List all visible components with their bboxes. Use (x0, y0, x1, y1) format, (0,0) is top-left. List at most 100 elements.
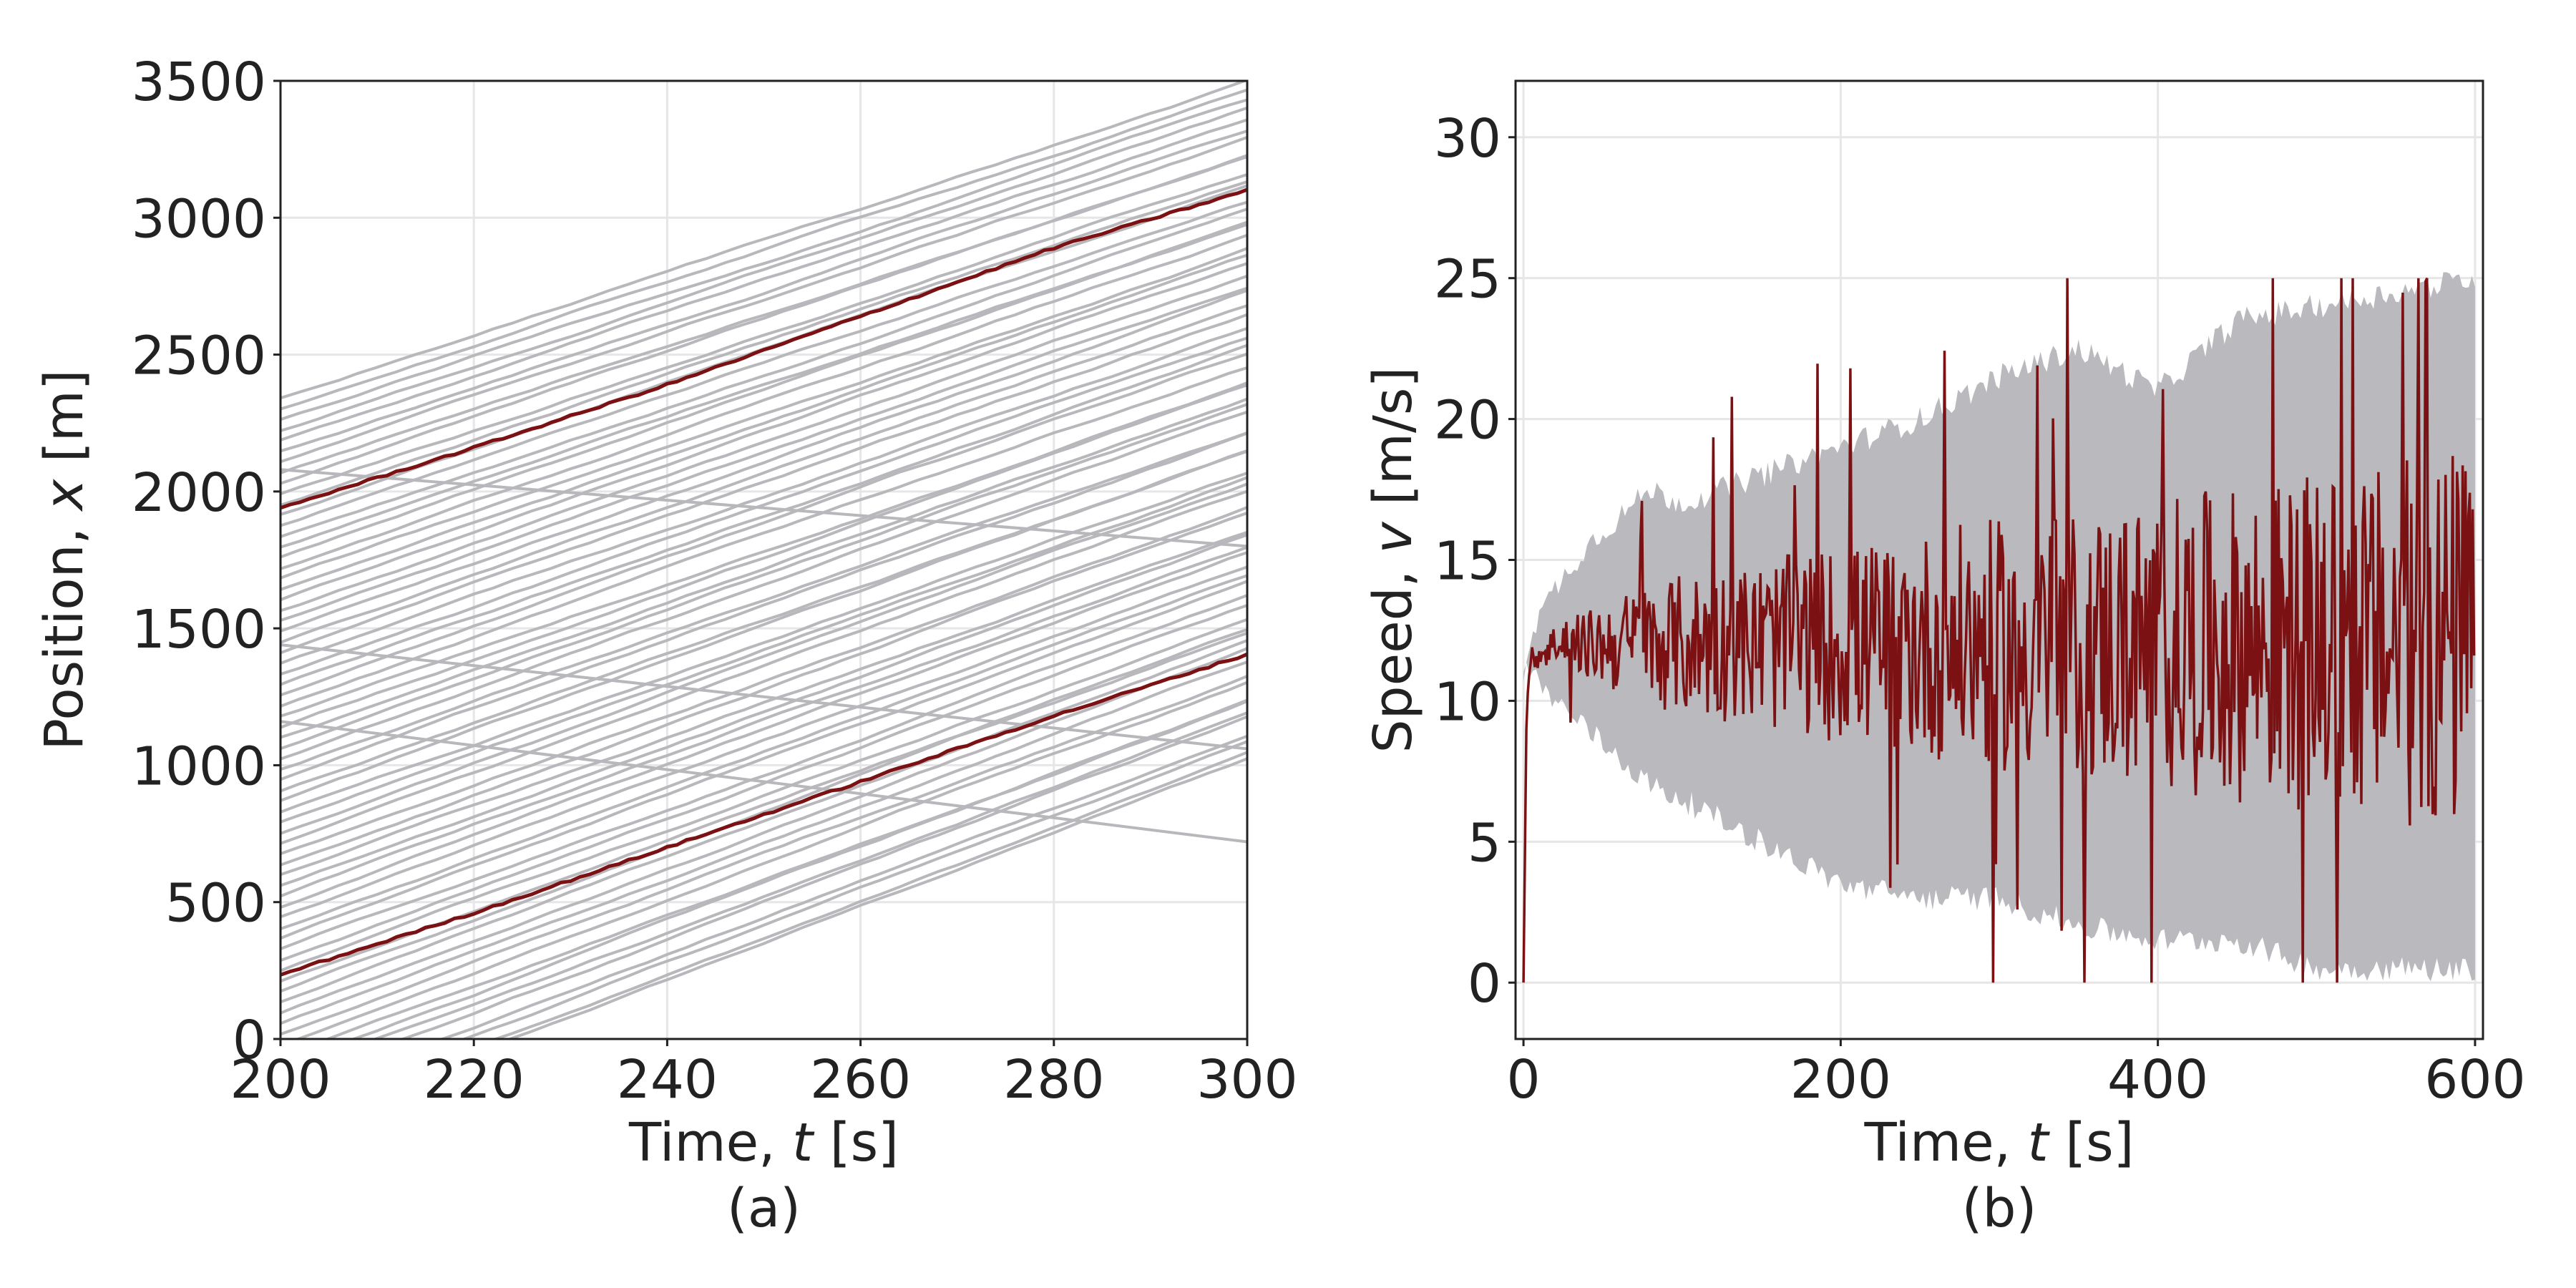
y-tick-label: 15 (1434, 531, 1501, 592)
background-trajectory (293, 680, 1247, 1039)
background-trajectory (280, 533, 1247, 887)
background-trajectory (280, 253, 1247, 591)
axes-frame (279, 79, 1249, 1040)
background-trajectory (438, 734, 1247, 1039)
background-trajectory (280, 574, 1247, 930)
y-tick-label: 1000 (132, 736, 266, 797)
panel-label: (a) (727, 1178, 801, 1239)
background-trajectory (280, 343, 1247, 686)
background-trajectory (280, 482, 1247, 835)
y-axis-label-part: Position, (34, 510, 95, 750)
y-tick-label: 25 (1434, 249, 1501, 311)
background-trajectory (280, 551, 1247, 909)
background-trajectory (280, 403, 1247, 750)
background-trajectory (280, 643, 1247, 751)
x-axis-label-part: [s] (813, 1112, 899, 1174)
background-trajectory (280, 639, 1247, 1004)
x-axis-label: Time, t [s] (628, 1112, 899, 1174)
panel-label: (b) (1962, 1178, 2037, 1239)
background-trajectory (280, 397, 1247, 739)
y-axis-label-part: Speed, (1362, 553, 1424, 753)
background-trajectory (399, 715, 1247, 1039)
y-tick-label: 30 (1434, 108, 1501, 170)
background-trajectory (280, 618, 1247, 972)
x-tick-label: 200 (1790, 1049, 1891, 1111)
background-trajectory (506, 757, 1247, 1039)
background-trajectory (280, 200, 1247, 527)
highlighted-trajectory-1 (280, 187, 1247, 510)
background-trajectory (280, 130, 1247, 453)
background-trajectory (280, 468, 1247, 548)
y-axis-label-part: [m/s] (1362, 367, 1424, 522)
background-trajectory (280, 327, 1247, 665)
x-tick-label: 0 (1507, 1049, 1541, 1111)
background-trajectory (280, 366, 1247, 708)
y-tick-label: 2500 (132, 326, 266, 387)
y-axis-label: Speed, v [m/s] (1362, 367, 1424, 753)
background-trajectory (280, 336, 1247, 676)
background-trajectory (348, 698, 1247, 1039)
x-axis-label-part: Time, (1864, 1112, 2028, 1174)
background-trajectory (371, 711, 1247, 1039)
y-tick-label: 3000 (132, 188, 266, 250)
y-tick-label: 5 (1468, 812, 1501, 874)
panel-b-speed-chart: 0 200 400 600 0 5 10 15 20 25 30 Time, t [s] Speed, … (1362, 79, 2526, 1239)
background-trajectory (280, 410, 1247, 761)
background-trajectory (280, 647, 1247, 1015)
x-axis-label-part: Time, (628, 1112, 792, 1174)
background-trajectory (280, 594, 1247, 950)
background-trajectory (280, 313, 1247, 655)
background-trajectory (280, 172, 1247, 495)
y-tick-label: 500 (165, 873, 266, 935)
background-trajectory (280, 604, 1247, 962)
y-axis-label-part: v (1362, 521, 1424, 553)
background-trajectory (323, 700, 1247, 1039)
y-tick-label: 3500 (132, 52, 266, 113)
x-axis-label-part: t (2028, 1112, 2051, 1174)
x-tick-label: 220 (424, 1049, 525, 1111)
background-trajectory (280, 247, 1247, 580)
background-trajectory (280, 81, 1247, 400)
background-trajectory (280, 136, 1247, 464)
x-tick-label: 300 (1196, 1049, 1297, 1111)
y-tick-label: 20 (1434, 390, 1501, 452)
background-trajectory (280, 545, 1247, 898)
background-trajectory (280, 286, 1247, 622)
background-trajectory (280, 381, 1247, 718)
y-tick-label: 2000 (132, 462, 266, 524)
plot-area (1522, 272, 2476, 983)
y-tick-label: 10 (1434, 671, 1501, 733)
x-axis-label-part: [s] (2049, 1112, 2135, 1174)
y-axis-label-part: [m] (34, 369, 95, 479)
background-trajectory (280, 88, 1247, 411)
x-axis-label: Time, t [s] (1864, 1112, 2135, 1174)
background-trajectory (491, 751, 1247, 1039)
x-tick-label: 400 (2107, 1049, 2208, 1111)
background-trajectory (280, 274, 1247, 613)
x-tick-label: 200 (230, 1049, 331, 1111)
background-trajectory (280, 98, 1247, 421)
y-tick-label: 0 (233, 1010, 266, 1071)
background-trajectory (280, 180, 1247, 507)
x-axis-label-part: t (792, 1112, 815, 1174)
background-trajectory (280, 233, 1247, 570)
y-axis-label-part: x (34, 478, 95, 512)
background-trajectory (280, 352, 1247, 697)
background-trajectory (280, 154, 1247, 474)
background-trajectory (280, 531, 1247, 877)
background-trajectory (280, 631, 1247, 993)
background-trajectory (280, 262, 1247, 602)
background-trajectory (280, 720, 1247, 844)
background-trajectory (280, 384, 1247, 729)
y-tick-label: 1500 (132, 599, 266, 660)
background-trajectory (280, 449, 1247, 793)
background-trajectory (280, 106, 1247, 432)
panel-a-position-chart: 200 220 240 260 280 3000500100015002000250030… (34, 52, 1298, 1239)
background-trajectories (280, 81, 1247, 1039)
plot-area (280, 81, 1247, 1039)
highlighted-trajectory-2 (280, 652, 1247, 977)
background-trajectory (280, 489, 1247, 845)
background-trajectory (280, 675, 1247, 1036)
speed-trace (1522, 277, 2476, 983)
